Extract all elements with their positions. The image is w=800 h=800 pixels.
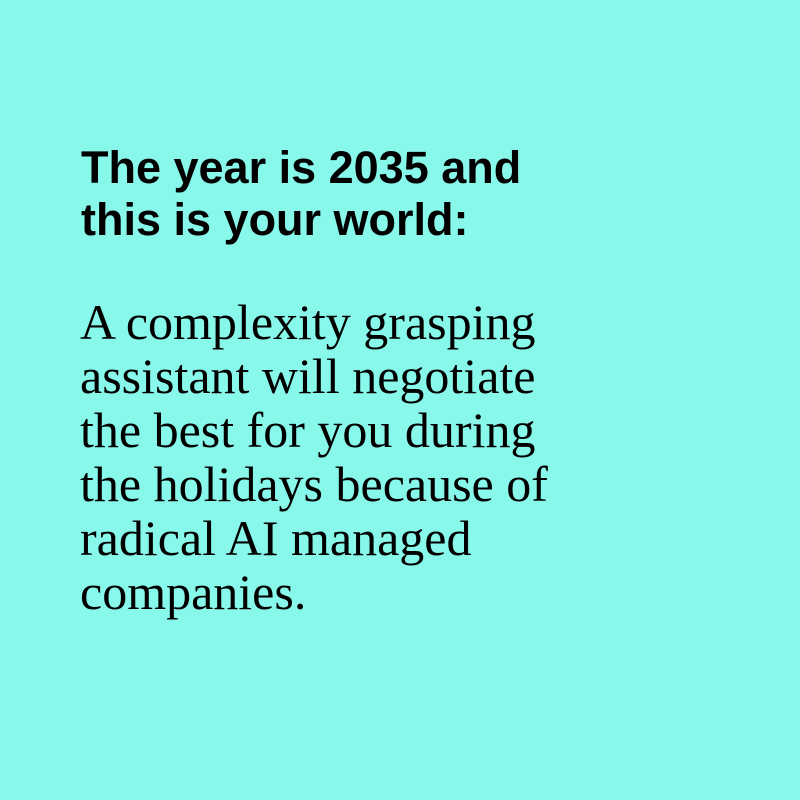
body-paragraph: A complexity grasping assistant will neg… [80,295,548,619]
body-line: the holidays because of [80,456,548,512]
body-line: companies. [80,564,307,620]
body-line: assistant will negotiate [80,348,536,404]
body-line: the best for you during [80,402,536,458]
body-line: radical AI managed [80,510,472,566]
headline-line: this is your world: [81,194,469,245]
body-line: A complexity grasping [80,294,536,350]
headline: The year is 2035 and this is your world: [81,142,521,246]
headline-line: The year is 2035 and [81,142,522,193]
